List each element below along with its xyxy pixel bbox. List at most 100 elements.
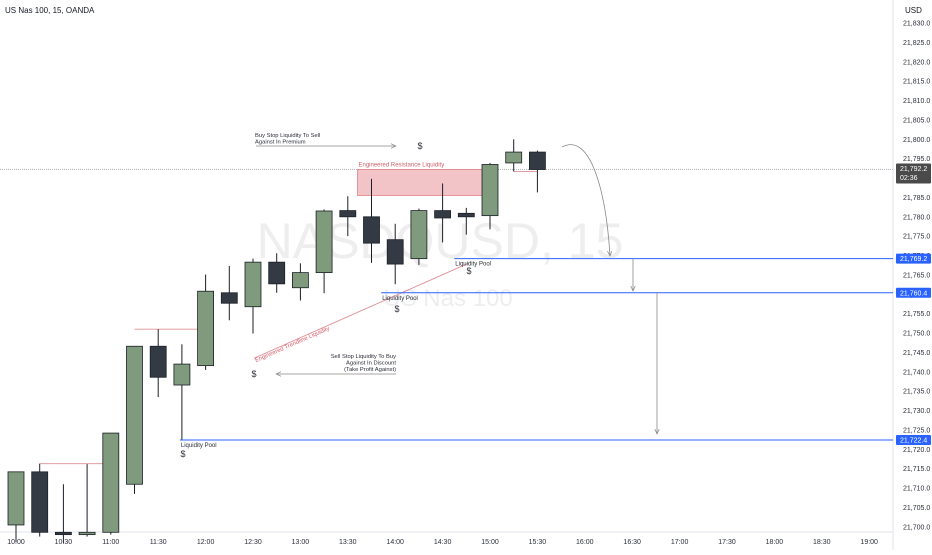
time-tick-label: 13:00 xyxy=(292,539,310,546)
bullish-candle xyxy=(78,531,96,536)
resistance-zone-label: Engineered Resistance Liquidity xyxy=(359,163,445,169)
liquidity-pool-label: Liquidity Pool xyxy=(382,296,418,302)
bearish-candle xyxy=(149,345,167,378)
price-tick-label: 21,745.0 xyxy=(903,350,930,357)
price-tick-label: 21,700.0 xyxy=(903,524,930,531)
liquidity-price-tag-label: 21,760.4 xyxy=(900,290,927,297)
annotation-line: Buy Stop Liquidity To Sell xyxy=(255,133,320,139)
time-tick-label: 18:30 xyxy=(813,539,831,546)
price-tick-label: 21,715.0 xyxy=(903,466,930,473)
price-tick-label: 21,710.0 xyxy=(903,486,930,493)
current-price-tag xyxy=(896,163,931,184)
trendline-line[interactable] xyxy=(253,262,469,359)
bullish-candle xyxy=(505,151,523,164)
symbol-title[interactable]: US Nas 100, 15, OANDA xyxy=(5,6,95,15)
price-axis-ticks: 21,830.0 21,825.0 21,820.0 21,815.0 21,810.0… xyxy=(903,21,930,532)
bullish-candle xyxy=(481,164,499,217)
annotation-line: Against In Discount xyxy=(346,361,396,367)
dollar-mark: $ xyxy=(394,304,399,314)
liquidity-price-tag xyxy=(896,435,931,446)
time-tick-label: 16:30 xyxy=(623,539,641,546)
watermark-ticker: NASDQUSD, 15 xyxy=(257,213,624,269)
bearish-candle xyxy=(31,471,49,533)
price-tick-label: 21,800.0 xyxy=(903,137,930,144)
trendline[interactable]: Engineered Trendline Liquidity xyxy=(253,262,469,364)
liquidity-pool-label: Liquidity Pool xyxy=(181,443,217,449)
projection-curve-arrow xyxy=(561,144,610,256)
time-tick-label: 12:00 xyxy=(197,539,215,546)
trendline-label: Engineered Trendline Liquidity xyxy=(254,326,330,364)
price-tick-label: 21,810.0 xyxy=(903,98,930,105)
liquidity-price-tag-label: 21,722.4 xyxy=(900,438,927,445)
bullish-candle xyxy=(244,261,262,308)
price-tick-label: 21,735.0 xyxy=(903,389,930,396)
time-tick-label: 13:30 xyxy=(339,539,357,546)
price-tick-label: 21,830.0 xyxy=(903,21,930,28)
resistance-zone[interactable]: Engineered Resistance Liquidity xyxy=(357,163,491,196)
time-tick-label: 10:00 xyxy=(7,539,25,546)
price-tick-label: 21,750.0 xyxy=(903,331,930,338)
time-axis-ticks: 10:00 10:30 11:00 11:30 12:00 12:30 13:00 13:30… xyxy=(7,539,878,546)
price-tick-label: 21,720.0 xyxy=(903,447,930,454)
time-tick-label: 11:00 xyxy=(102,539,119,546)
time-tick-label: 12:30 xyxy=(244,539,262,546)
time-tick-label: 14:00 xyxy=(386,539,404,546)
price-tick-label: 21,725.0 xyxy=(903,427,930,434)
liquidity-price-tag xyxy=(896,287,931,298)
currency-label[interactable]: USD xyxy=(905,6,922,15)
liquidity-levels[interactable]: Liquidity Pool Liquidity Pool Liquidity … xyxy=(179,258,893,449)
bearish-candle xyxy=(268,261,286,285)
watermark-name: US Nas 100 xyxy=(383,285,512,312)
time-tick-label: 18:00 xyxy=(766,539,784,546)
bearish-candle xyxy=(457,212,475,218)
price-tick-label: 21,785.0 xyxy=(903,195,930,202)
current-price-label: 21,792.2 xyxy=(900,166,927,173)
price-tick-label: 21,815.0 xyxy=(903,79,930,86)
bullish-candle xyxy=(197,290,215,367)
resistance-zone-box[interactable] xyxy=(357,169,491,196)
time-tick-label: 10:30 xyxy=(55,539,73,546)
price-tick-label: 21,775.0 xyxy=(903,234,930,241)
price-tick-label: 21,705.0 xyxy=(903,505,930,512)
dollar-mark: $ xyxy=(180,449,185,459)
time-tick-label: 15:30 xyxy=(529,539,547,546)
price-tags: 21,769.2 21,760.4 21,722.4 21,792.2 02:3… xyxy=(896,163,931,446)
time-tick-label: 19:00 xyxy=(860,539,878,546)
annotation-line: Sell Stop Liquidity To Buy xyxy=(331,354,396,360)
price-tick-label: 21,825.0 xyxy=(903,40,930,47)
bearish-candle xyxy=(363,216,380,244)
time-tick-label: 17:00 xyxy=(671,539,689,546)
bearish-candle xyxy=(55,531,72,536)
time-tick-label: 16:00 xyxy=(576,539,594,546)
annotation-line: (Take Profit Against) xyxy=(344,367,396,373)
bullish-candle xyxy=(126,345,143,485)
liquidity-price-tag-label: 21,769.2 xyxy=(900,256,927,263)
time-tick-label: 15:00 xyxy=(481,539,499,546)
price-tick-label: 21,740.0 xyxy=(903,369,930,376)
bullish-candle xyxy=(410,210,428,260)
bullish-candle xyxy=(102,432,120,533)
price-tick-label: 21,820.0 xyxy=(903,59,930,66)
bearish-candle xyxy=(339,210,357,218)
dollar-mark: $ xyxy=(466,266,471,276)
price-tick-label: 21,780.0 xyxy=(903,214,930,221)
price-tick-label: 21,795.0 xyxy=(903,156,930,163)
price-tick-label: 21,765.0 xyxy=(903,272,930,279)
liquidity-price-tag xyxy=(896,253,931,264)
bearish-candle xyxy=(529,151,546,170)
dollar-mark: $ xyxy=(251,369,256,379)
bar-countdown-label: 02:36 xyxy=(900,175,918,182)
annotation-line: Against In Premium xyxy=(255,140,306,146)
bearish-candle xyxy=(434,210,452,219)
bearish-candle xyxy=(386,239,404,265)
time-tick-label: 11:30 xyxy=(150,539,167,546)
annotation-sell-stop: Sell Stop Liquidity To Buy Against In Di… xyxy=(276,354,396,374)
candles xyxy=(7,139,546,544)
bullish-candle xyxy=(173,363,191,386)
annotation-buy-stop: Buy Stop Liquidity To Sell Against In Pr… xyxy=(255,133,396,146)
price-tick-label: 21,730.0 xyxy=(903,408,930,415)
bullish-candle xyxy=(7,471,25,526)
dollar-mark: $ xyxy=(417,141,422,151)
